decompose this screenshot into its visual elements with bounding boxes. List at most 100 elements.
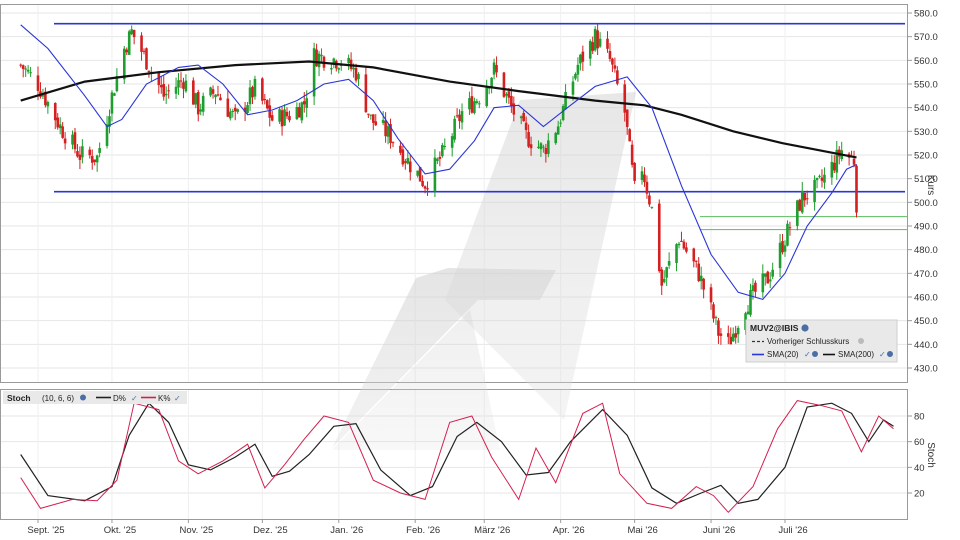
candle-body — [677, 243, 681, 246]
legend-sma200-settings-icon[interactable] — [887, 351, 893, 357]
candle-body — [167, 90, 170, 92]
candle-body — [108, 116, 111, 127]
candle-body — [495, 65, 498, 73]
candle-body — [645, 181, 649, 194]
horizontal-lines — [54, 22, 907, 231]
candle-body — [367, 113, 370, 115]
candle-body — [182, 82, 185, 89]
legend-sma200-label: SMA(200) — [838, 350, 874, 359]
candle-body — [265, 100, 269, 109]
stoch-settings-icon[interactable] — [80, 394, 86, 401]
candle-body — [406, 158, 410, 164]
price-tick-label: 540.0 — [914, 103, 938, 114]
candle-body — [179, 80, 183, 82]
candle-body — [371, 114, 375, 123]
candle-body — [320, 54, 323, 57]
candle-body — [184, 80, 188, 92]
candle-body — [216, 94, 220, 96]
legend-sma20-label: SMA(20) — [767, 350, 799, 359]
stoch-legend-k-label: K% — [158, 394, 170, 403]
candle-body — [492, 62, 496, 75]
candle-body — [650, 206, 654, 208]
legend-sma200-check-icon[interactable]: ✓ — [879, 350, 886, 359]
candle-body — [729, 336, 733, 345]
candle-body — [246, 105, 249, 113]
candle-body — [270, 115, 274, 121]
candle-body — [719, 333, 723, 336]
x-tick-label: Jan. '26 — [330, 525, 363, 536]
x-tick-label: Sept. '25 — [27, 525, 64, 536]
candle-body — [302, 101, 306, 105]
stoch-k-check-icon[interactable]: ✓ — [174, 394, 181, 403]
candle-body — [813, 179, 816, 203]
candle-body — [73, 132, 77, 150]
candle-body — [761, 273, 765, 293]
candle-body — [662, 278, 666, 283]
candle-body — [19, 64, 23, 66]
candle-body — [660, 269, 664, 286]
candle-body — [628, 129, 631, 142]
candle-body — [332, 58, 336, 65]
candle-body — [226, 98, 230, 117]
candle-body — [58, 124, 62, 129]
price-tick-label: 570.0 — [914, 32, 938, 43]
x-tick-label: März '26 — [474, 525, 510, 536]
price-tick-label: 480.0 — [914, 245, 938, 256]
price-tick-label: 510.0 — [914, 174, 938, 185]
price-y-axis-label: Kurs — [925, 175, 936, 196]
candle-body — [142, 50, 146, 52]
candle-body — [44, 91, 47, 106]
candle-body — [490, 77, 493, 88]
candle-body — [88, 149, 92, 156]
candle-body — [455, 115, 459, 117]
stoch-legend-name: Stoch — [7, 393, 31, 403]
candle-body — [21, 65, 25, 69]
candle-body — [268, 105, 272, 118]
candle-body — [248, 87, 252, 105]
candle-body — [766, 271, 770, 284]
price-tick-label: 560.0 — [914, 56, 938, 67]
candle-body — [611, 58, 614, 65]
candle-body — [401, 149, 405, 165]
candle-body — [285, 111, 289, 117]
candle-body — [214, 94, 217, 98]
price-tick-label: 440.0 — [914, 340, 938, 351]
price-tick-label: 530.0 — [914, 127, 938, 138]
stoch-d-check-icon[interactable]: ✓ — [131, 394, 138, 403]
candle-body — [820, 177, 824, 181]
candle-body — [347, 57, 350, 64]
candle-body — [768, 279, 772, 282]
candle-body — [574, 73, 577, 79]
candle-body — [477, 103, 481, 105]
legend-sma20-check-icon[interactable]: ✓ — [804, 350, 811, 359]
sma200-line — [20, 60, 857, 159]
candle-body — [746, 311, 750, 315]
candle-body — [754, 282, 757, 292]
candle-body — [803, 192, 807, 201]
candle-body — [219, 97, 222, 101]
candle-body — [709, 287, 713, 303]
candle-body — [125, 49, 129, 53]
candle-body — [581, 51, 585, 62]
x-tick-label: Nov. '25 — [179, 525, 213, 536]
candle-body — [616, 70, 619, 84]
candle-body — [593, 28, 597, 51]
candle-body — [640, 171, 644, 181]
candle-body — [46, 101, 50, 107]
candle-body — [228, 111, 232, 119]
legend-settings-icon[interactable] — [801, 324, 809, 332]
candle-body — [815, 177, 819, 181]
candle-body — [192, 80, 195, 105]
candle-body — [606, 38, 609, 49]
candle-body — [564, 91, 567, 110]
candle-body — [855, 165, 858, 213]
candle-body — [598, 38, 602, 47]
stoch-tick-label: 80 — [914, 412, 925, 423]
candle-body — [122, 48, 126, 80]
candle-body — [643, 174, 646, 183]
candle-body — [56, 117, 60, 128]
candle-body — [783, 245, 787, 252]
candle-body — [596, 30, 599, 49]
legend-sma20-settings-icon[interactable] — [812, 351, 818, 357]
candle-body — [830, 161, 834, 178]
